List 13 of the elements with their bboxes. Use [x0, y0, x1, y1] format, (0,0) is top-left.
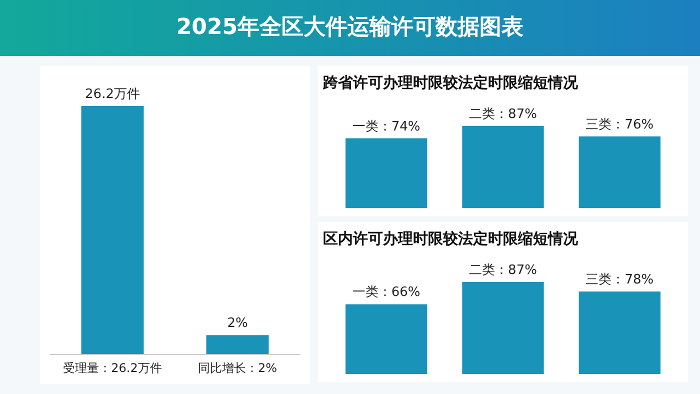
data-label: 2%	[227, 316, 248, 332]
chart-title: 跨省许可办理时限较法定时限缩短情况	[322, 74, 579, 92]
x-tick-label: 受理量：26.2万件	[63, 361, 162, 375]
text: 2025年全区大件运输许可数据图表	[0, 0, 700, 56]
data-label: 26.2万件	[85, 87, 140, 102]
data-label: 二类：87%	[469, 263, 537, 278]
data-label: 三类：76%	[586, 117, 654, 132]
data-label: 二类：87%	[469, 107, 537, 122]
data-label: 一类：66%	[352, 285, 420, 300]
x-tick-label: 同比增长：2%	[198, 361, 278, 375]
chart-title: 区内许可办理时限较法定时限缩短情况	[323, 230, 579, 248]
data-label: 三类：78%	[586, 272, 654, 288]
data-label: 一类：74%	[352, 119, 420, 134]
